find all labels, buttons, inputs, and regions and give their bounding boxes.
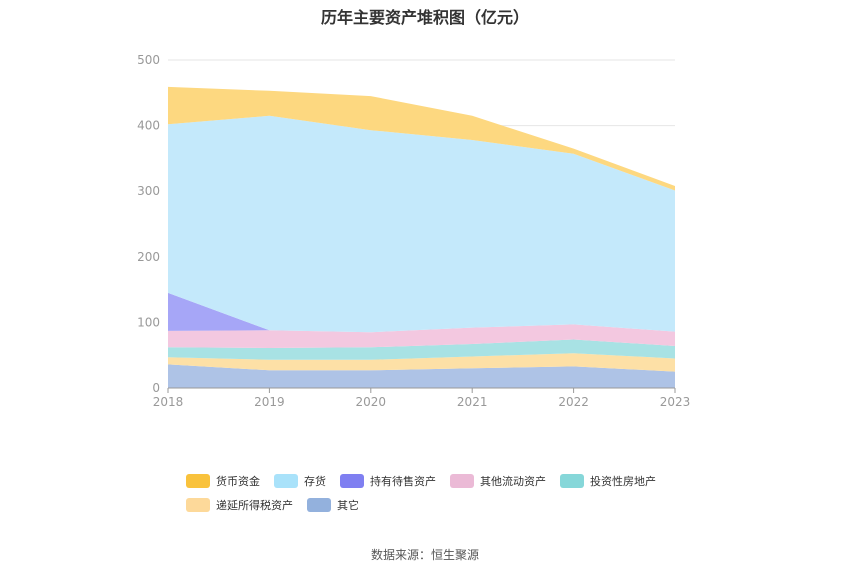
legend-swatch [340, 474, 364, 488]
legend-swatch [186, 474, 210, 488]
x-tick-label: 2019 [254, 395, 285, 409]
chart-title: 历年主要资产堆积图（亿元） [320, 8, 529, 27]
legend-item[interactable]: 投资性房地产 [560, 473, 656, 489]
x-tick-label: 2018 [153, 395, 184, 409]
x-tick-label: 2022 [558, 395, 589, 409]
legend-label: 其它 [337, 499, 359, 512]
legend-item[interactable]: 递延所得税资产 [186, 497, 293, 513]
y-tick-label: 200 [137, 250, 160, 264]
x-tick-label: 2023 [660, 395, 691, 409]
y-tick-label: 500 [137, 53, 160, 67]
area-series-2 [168, 339, 675, 360]
area-series [168, 86, 675, 388]
legend-item[interactable]: 其他流动资产 [450, 473, 546, 489]
x-axis-ticks: 2018 2019 2020 2021 2022 2023 [153, 395, 691, 409]
area-series-6 [168, 86, 675, 191]
area-series-4 [168, 292, 675, 333]
legend-swatch [274, 474, 298, 488]
legend-swatch [186, 498, 210, 512]
legend-item[interactable]: 其它 [307, 497, 359, 513]
legend-item[interactable]: 货币资金 [186, 473, 260, 489]
legend-label: 其他流动资产 [480, 475, 546, 488]
legend-label: 货币资金 [216, 475, 260, 488]
y-tick-label: 100 [137, 315, 160, 329]
legend-label: 递延所得税资产 [216, 499, 293, 512]
x-tick-label: 2020 [356, 395, 387, 409]
legend-swatch [307, 498, 331, 512]
legend: 货币资金 存货 持有待售资产 其他流动资产 投资性房地产递延所得税资产 其它 [186, 473, 706, 521]
legend-item[interactable]: 持有待售资产 [340, 473, 436, 489]
y-tick-label: 400 [137, 119, 160, 133]
area-series-3 [168, 324, 675, 348]
y-tick-label: 300 [137, 184, 160, 198]
legend-label: 投资性房地产 [590, 475, 656, 488]
data-source: 数据来源：恒生聚源 [370, 548, 479, 562]
area-series-1 [168, 353, 675, 372]
legend-label: 持有待售资产 [370, 475, 436, 488]
x-tick-label: 2021 [457, 395, 488, 409]
y-tick-label: 0 [152, 381, 160, 395]
area-series-5 [168, 115, 675, 333]
x-axis [167, 387, 676, 393]
legend-swatch [450, 474, 474, 488]
legend-swatch [560, 474, 584, 488]
y-axis-ticks: 0 100 200 300 400 500 [137, 53, 160, 395]
legend-label: 存货 [304, 475, 326, 488]
legend-item[interactable]: 存货 [274, 473, 326, 489]
